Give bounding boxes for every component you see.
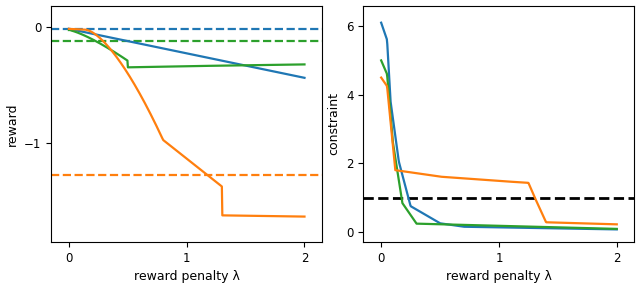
X-axis label: reward penalty λ: reward penalty λ <box>446 271 552 284</box>
Y-axis label: reward: reward <box>6 102 19 146</box>
Y-axis label: constraint: constraint <box>328 92 340 155</box>
X-axis label: reward penalty λ: reward penalty λ <box>134 271 239 284</box>
